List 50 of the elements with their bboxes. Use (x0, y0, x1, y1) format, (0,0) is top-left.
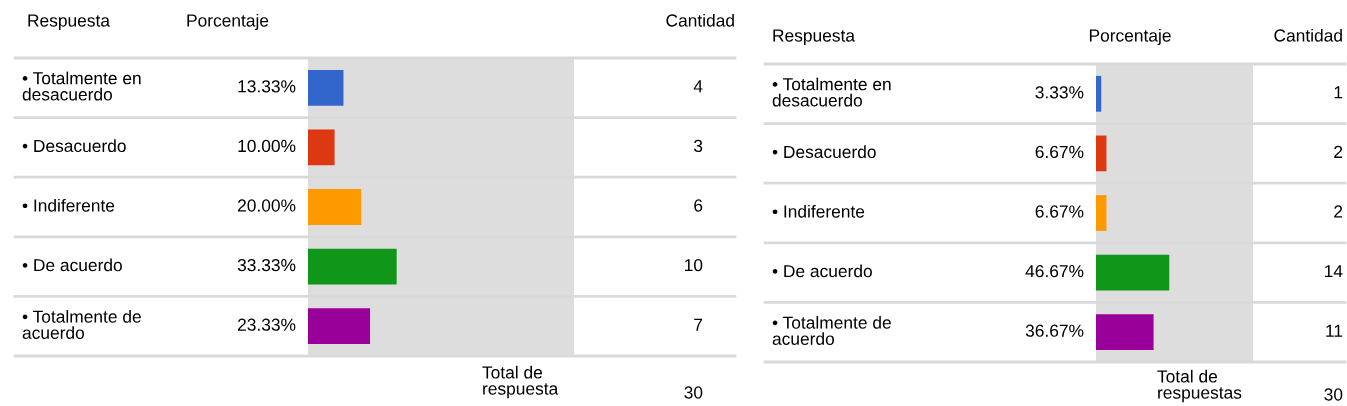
y-tick-label: • Desacuerdo (772, 145, 876, 159)
text: Respuesta (28, 14, 110, 31)
bar (308, 248, 397, 285)
text: 4 (693, 80, 703, 93)
y-tick-label: • De acuerdo (772, 264, 872, 278)
bar (308, 69, 344, 106)
text: Respuesta (773, 29, 855, 46)
bar (1096, 314, 1154, 351)
y-tick-label: • Totalmente de acuerdo (22, 310, 141, 339)
text: Total de respuesta (482, 365, 559, 399)
text: Cantidad (666, 13, 734, 27)
data-label: 10.00% (238, 139, 296, 153)
data-label: 20.00% (237, 199, 296, 212)
y-tick-label: • Totalmente en desacuerdo (772, 77, 891, 107)
y-tick-label: • Totalmente en desacuerdo (22, 71, 141, 101)
text: 6 (694, 199, 703, 212)
text: 1 (1334, 86, 1343, 99)
text: 10 (685, 258, 703, 272)
text: 11 (1326, 324, 1343, 337)
bar (1096, 75, 1102, 112)
bar (1096, 254, 1170, 291)
data-label: 36.67% (1025, 324, 1084, 337)
y-tick-label: • Indiferente (22, 198, 115, 212)
bar (1096, 135, 1107, 172)
data-label: 3.33% (1035, 86, 1084, 99)
data-label: 23.33% (237, 318, 296, 331)
y-tick-label: • Indiferente (772, 204, 865, 218)
text: Total de respuestas (1157, 369, 1242, 403)
data-label: 6.67% (1035, 205, 1084, 218)
text: 14 (1325, 265, 1343, 278)
text: 7 (694, 318, 703, 331)
text: Porcentaje (1089, 28, 1171, 46)
bar (308, 308, 371, 345)
bar (308, 189, 362, 225)
text: 30 (1324, 388, 1343, 401)
text: 30 (684, 386, 703, 399)
data-label: 13.33% (238, 80, 296, 93)
text: Porcentaje (187, 13, 269, 31)
text: 2 (1334, 145, 1343, 158)
text: 3 (694, 139, 703, 153)
y-tick-label: • Totalmente de acuerdo (772, 316, 891, 345)
data-label: 33.33% (237, 258, 296, 272)
text: 2 (1334, 205, 1343, 218)
y-tick-label: • De acuerdo (22, 258, 122, 272)
text: Cantidad (1274, 28, 1342, 42)
y-tick-label: • Desacuerdo (22, 139, 126, 153)
data-label: 46.67% (1025, 264, 1084, 278)
data-label: 6.67% (1035, 145, 1084, 159)
bar (308, 129, 335, 166)
bar (1096, 195, 1107, 231)
